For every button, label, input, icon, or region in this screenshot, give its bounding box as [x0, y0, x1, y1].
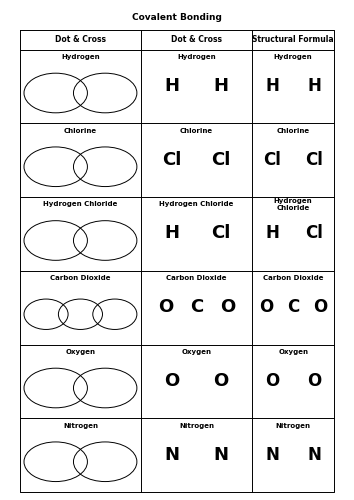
Text: Nitrogen: Nitrogen	[276, 422, 311, 428]
Text: Hydrogen Chloride: Hydrogen Chloride	[159, 202, 234, 207]
Text: Hydrogen: Hydrogen	[61, 54, 100, 60]
Text: Carbon Dioxide: Carbon Dioxide	[50, 275, 111, 281]
Text: O: O	[158, 298, 173, 316]
Text: Oxygen: Oxygen	[182, 349, 212, 355]
Text: Carbon Dioxide: Carbon Dioxide	[263, 275, 324, 281]
Text: Chlorine: Chlorine	[64, 128, 97, 134]
Text: Cl: Cl	[306, 224, 323, 242]
Text: O: O	[313, 298, 327, 316]
Text: H: H	[165, 77, 179, 95]
Text: Dot & Cross: Dot & Cross	[55, 35, 106, 44]
Text: H: H	[265, 224, 279, 242]
Text: Cl: Cl	[263, 150, 281, 168]
Text: N: N	[165, 446, 179, 464]
Text: N: N	[265, 446, 279, 464]
Text: O: O	[307, 372, 321, 390]
Text: O: O	[220, 298, 235, 316]
Text: H: H	[308, 77, 321, 95]
Text: Carbon Dioxide: Carbon Dioxide	[166, 275, 227, 281]
Text: Chlorine: Chlorine	[276, 128, 310, 134]
Text: C: C	[287, 298, 299, 316]
Text: Cl: Cl	[162, 150, 182, 168]
Text: H: H	[214, 77, 229, 95]
Text: O: O	[265, 372, 279, 390]
Text: Cl: Cl	[211, 224, 231, 242]
Text: Chlorine: Chlorine	[180, 128, 213, 134]
Text: Nitrogen: Nitrogen	[179, 422, 214, 428]
Text: O: O	[213, 372, 229, 390]
Text: N: N	[308, 446, 321, 464]
Text: Covalent Bonding: Covalent Bonding	[132, 14, 222, 22]
Text: C: C	[190, 298, 203, 316]
Text: O: O	[259, 298, 273, 316]
Text: Cl: Cl	[306, 150, 323, 168]
Text: H: H	[265, 77, 279, 95]
Text: O: O	[165, 372, 180, 390]
Text: Oxygen: Oxygen	[278, 349, 308, 355]
Text: Oxygen: Oxygen	[65, 349, 96, 355]
Text: Hydrogen
Chloride: Hydrogen Chloride	[274, 198, 313, 210]
Text: Hydrogen: Hydrogen	[274, 54, 313, 60]
Text: Nitrogen: Nitrogen	[63, 422, 98, 428]
Text: Structural Formula: Structural Formula	[252, 35, 334, 44]
Text: Dot & Cross: Dot & Cross	[171, 35, 222, 44]
Text: Cl: Cl	[211, 150, 231, 168]
Text: H: H	[165, 224, 179, 242]
Text: Hydrogen: Hydrogen	[177, 54, 216, 60]
Text: Hydrogen Chloride: Hydrogen Chloride	[43, 202, 118, 207]
Text: N: N	[214, 446, 229, 464]
